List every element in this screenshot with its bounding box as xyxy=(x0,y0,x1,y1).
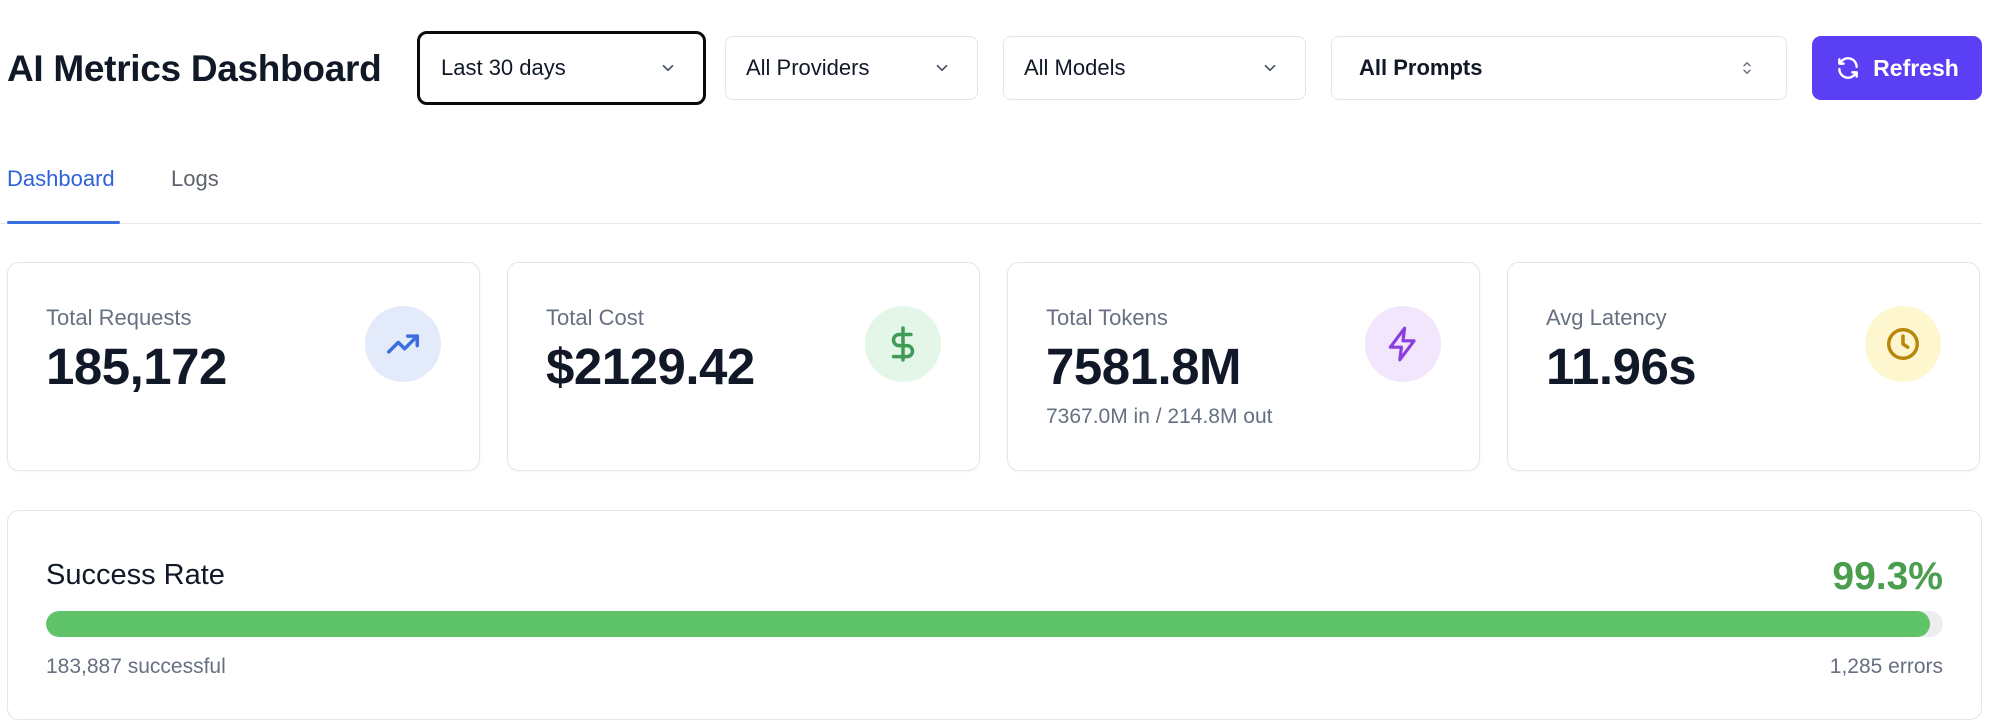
stat-label: Total Cost xyxy=(546,305,644,330)
stat-label: Total Requests xyxy=(46,305,192,330)
refresh-label: Refresh xyxy=(1873,54,1959,81)
refresh-icon xyxy=(1838,57,1859,79)
tab-bar: Dashboard Logs xyxy=(0,158,1982,224)
successful-count: 183,887 successful xyxy=(46,655,226,678)
tab-logs[interactable]: Logs xyxy=(171,166,219,191)
success-rate-title: Success Rate xyxy=(46,559,225,591)
date-range-select[interactable]: Last 30 days xyxy=(417,31,706,105)
model-value: All Models xyxy=(1024,55,1126,80)
header: AI Metrics Dashboard Last 30 days All Pr… xyxy=(0,28,1990,105)
provider-select[interactable]: All Providers xyxy=(725,36,978,100)
active-tab-indicator xyxy=(7,221,120,224)
date-range-value: Last 30 days xyxy=(441,55,566,80)
stat-label: Total Tokens xyxy=(1046,305,1168,330)
clock-icon xyxy=(1865,306,1941,382)
trending-up-icon xyxy=(365,306,441,382)
stat-label: Avg Latency xyxy=(1546,305,1667,330)
chevron-down-icon xyxy=(662,64,674,72)
success-rate-card: Success Rate 99.3% 183,887 successful 1,… xyxy=(7,510,1982,720)
stat-value: $2129.42 xyxy=(546,338,755,395)
stat-card-total-cost: Total Cost $2129.42 xyxy=(507,262,980,471)
stat-value: 7581.8M xyxy=(1046,338,1241,395)
provider-value: All Providers xyxy=(746,55,870,80)
stat-card-avg-latency: Avg Latency 11.96s xyxy=(1507,262,1980,471)
chevron-down-icon xyxy=(936,64,948,72)
stat-subtext: 7367.0M in / 214.8M out xyxy=(1046,405,1273,428)
refresh-button[interactable]: Refresh xyxy=(1812,36,1982,100)
chevron-up-down-icon xyxy=(1743,62,1751,74)
success-rate-bar-fill xyxy=(46,611,1930,637)
stat-card-total-tokens: Total Tokens 7581.8M 7367.0M in / 214.8M… xyxy=(1007,262,1480,471)
stat-card-total-requests: Total Requests 185,172 xyxy=(7,262,480,471)
dollar-icon xyxy=(865,306,941,382)
tab-dashboard[interactable]: Dashboard xyxy=(7,166,115,191)
prompt-value: All Prompts xyxy=(1359,55,1483,80)
chevron-down-icon xyxy=(1264,64,1276,72)
page-title: AI Metrics Dashboard xyxy=(7,48,382,89)
success-rate-percent: 99.3% xyxy=(1832,555,1943,598)
success-rate-bar xyxy=(46,611,1943,637)
model-select[interactable]: All Models xyxy=(1003,36,1306,100)
lightning-icon xyxy=(1365,306,1441,382)
error-count: 1,285 errors xyxy=(1829,655,1943,678)
stat-value: 185,172 xyxy=(46,338,227,395)
prompt-select[interactable]: All Prompts xyxy=(1331,36,1787,100)
stat-value: 11.96s xyxy=(1546,338,1697,395)
